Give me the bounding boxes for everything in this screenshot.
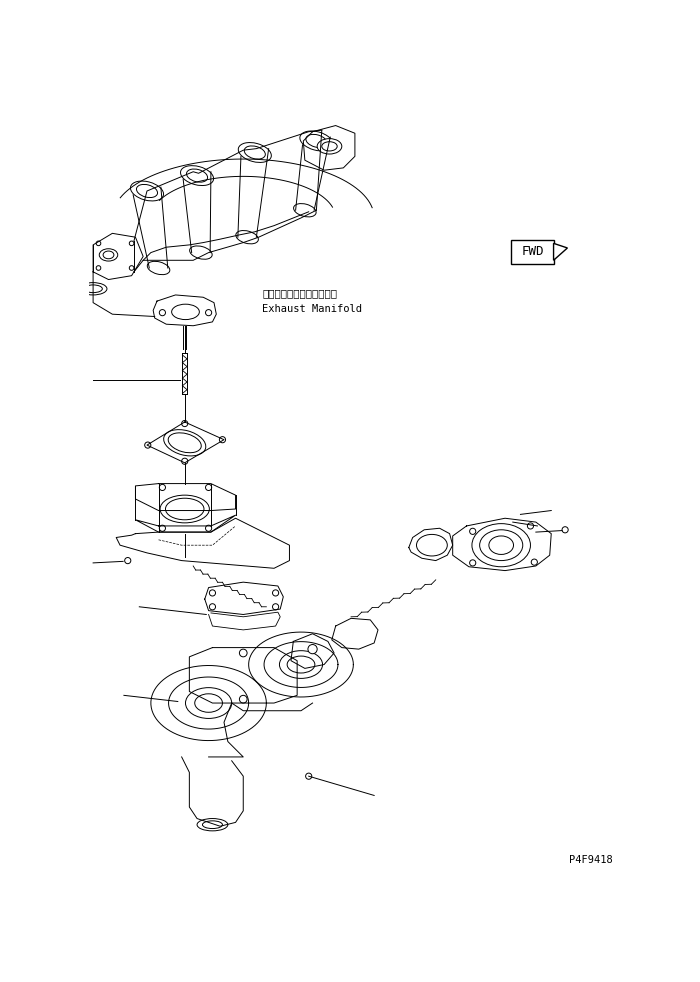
Circle shape [130,241,134,246]
Circle shape [219,437,225,443]
Circle shape [308,644,317,654]
Circle shape [206,309,211,316]
Ellipse shape [300,131,333,151]
Circle shape [209,604,216,610]
Ellipse shape [416,534,447,556]
Ellipse shape [202,821,223,829]
Ellipse shape [489,536,514,555]
Circle shape [206,484,211,491]
Ellipse shape [317,138,342,154]
Ellipse shape [79,283,107,295]
Ellipse shape [480,530,523,561]
Ellipse shape [130,181,164,201]
Ellipse shape [197,819,228,831]
Ellipse shape [168,433,202,453]
Ellipse shape [195,694,223,712]
Ellipse shape [99,248,118,261]
Circle shape [182,459,188,464]
Circle shape [531,559,538,566]
Circle shape [470,560,476,566]
Ellipse shape [306,135,327,147]
Ellipse shape [147,261,170,275]
Text: FWD: FWD [521,246,544,258]
Ellipse shape [236,231,258,244]
Ellipse shape [238,142,272,162]
Ellipse shape [103,251,114,258]
Circle shape [209,590,216,596]
Ellipse shape [190,246,212,259]
Bar [511,240,554,264]
Ellipse shape [164,430,206,456]
Ellipse shape [244,146,265,159]
Ellipse shape [472,523,531,567]
Text: P4F9418: P4F9418 [569,854,613,865]
Circle shape [145,442,151,448]
Ellipse shape [181,166,214,186]
Ellipse shape [186,687,232,719]
Circle shape [160,484,165,491]
Circle shape [239,695,247,703]
Circle shape [182,420,188,426]
Circle shape [272,604,279,610]
Circle shape [272,590,279,596]
Circle shape [130,266,134,270]
Ellipse shape [136,185,158,197]
Ellipse shape [160,495,209,522]
Ellipse shape [279,651,323,679]
Text: Exhaust Manifold: Exhaust Manifold [262,303,363,314]
Circle shape [239,649,247,657]
Circle shape [160,309,165,316]
Ellipse shape [172,304,200,319]
Circle shape [125,558,131,564]
Ellipse shape [293,203,316,217]
Circle shape [562,526,568,533]
Circle shape [96,241,101,246]
Ellipse shape [322,141,337,151]
Ellipse shape [84,285,102,293]
Polygon shape [554,244,568,260]
Text: エキゾーストマニホールド: エキゾーストマニホールド [262,289,337,299]
Circle shape [206,525,211,531]
Circle shape [527,522,533,529]
Ellipse shape [287,656,315,673]
Circle shape [160,525,165,531]
Ellipse shape [186,169,208,183]
Circle shape [470,528,476,534]
Ellipse shape [165,498,204,519]
Circle shape [306,773,312,780]
Circle shape [96,266,101,270]
